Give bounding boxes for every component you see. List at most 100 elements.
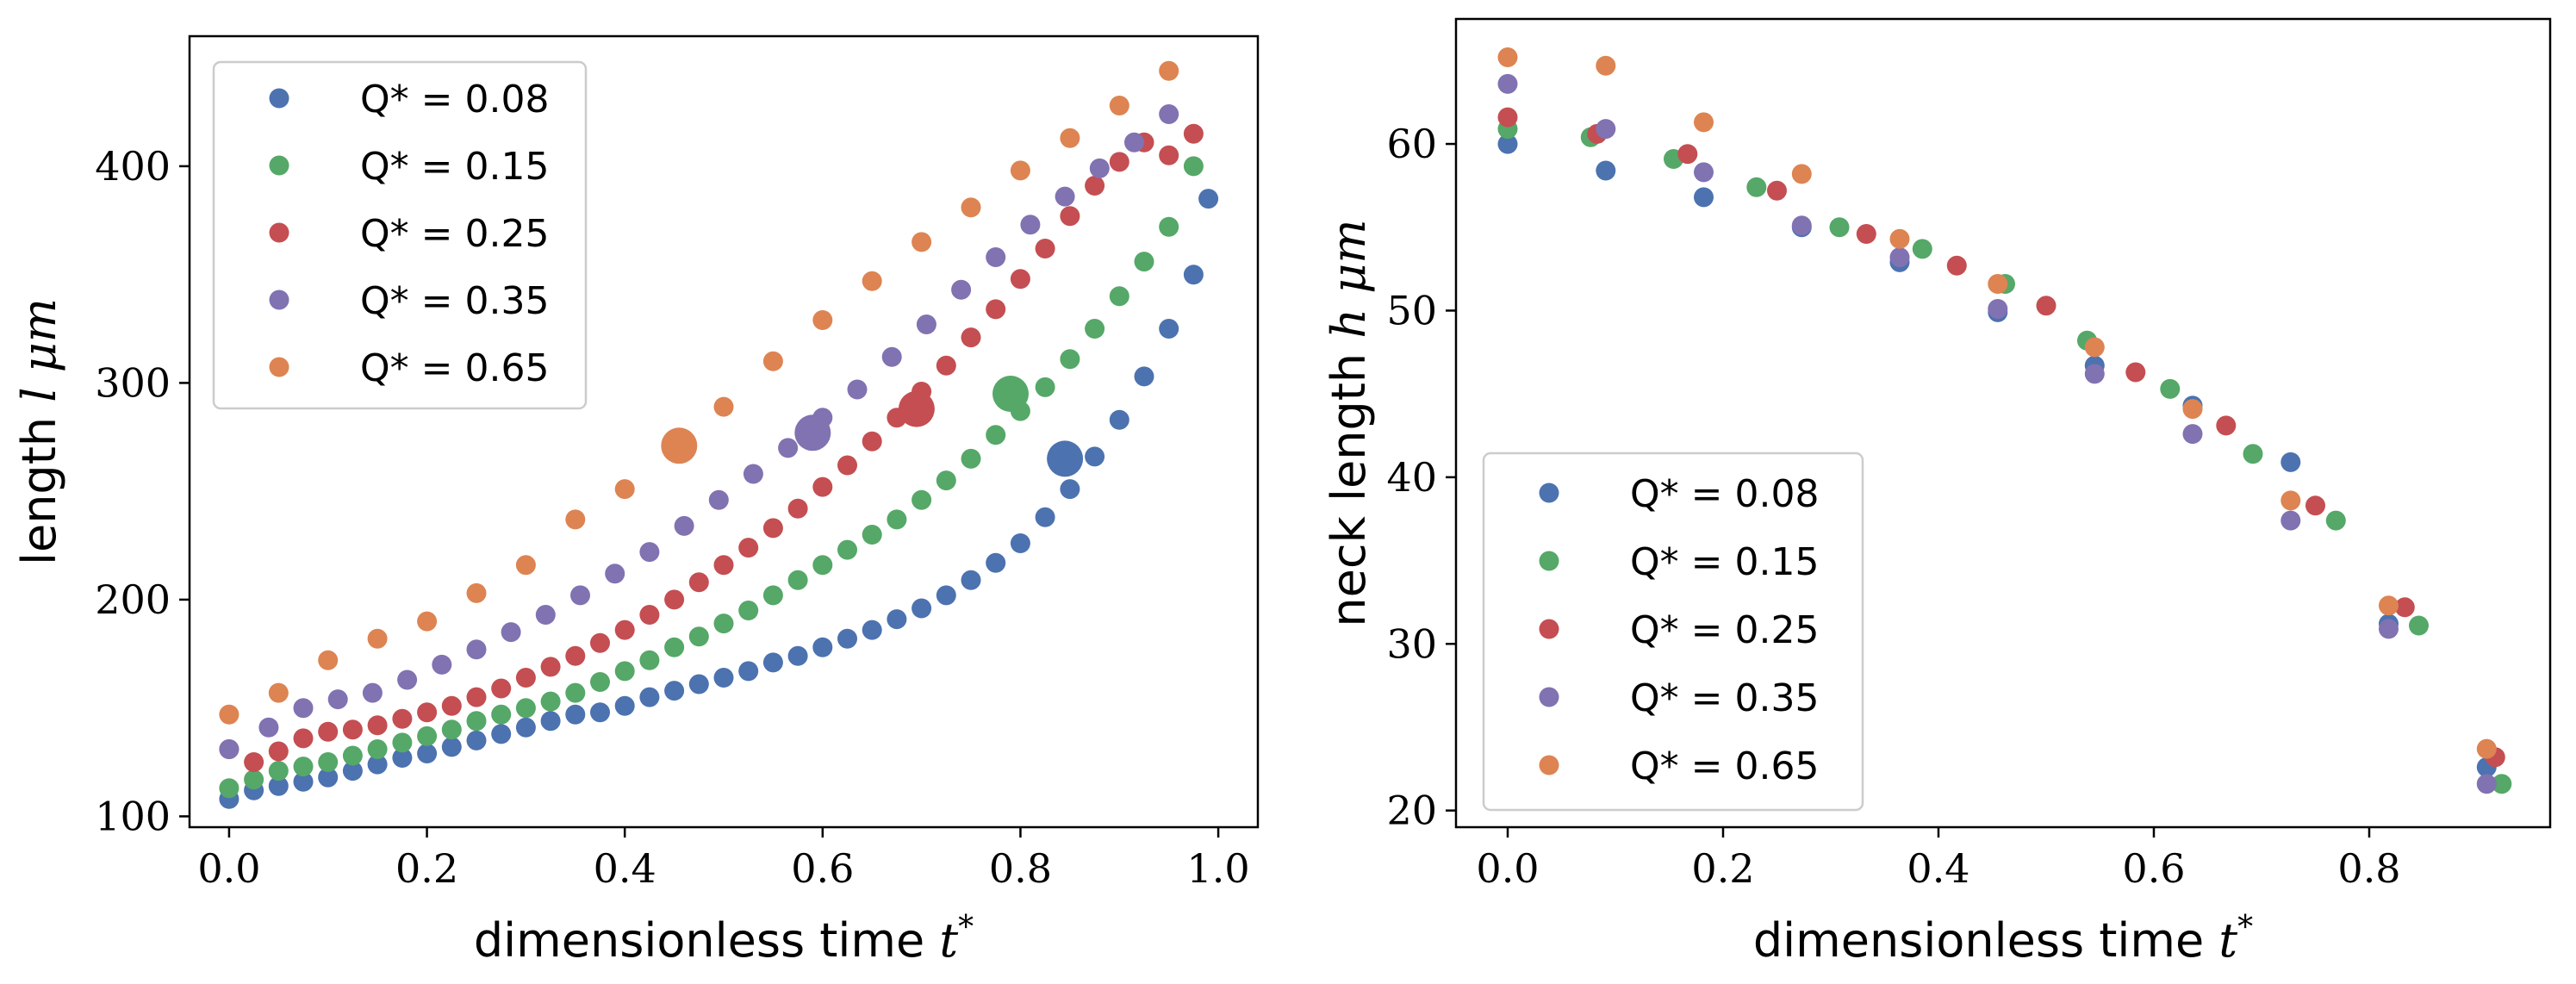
data-point (812, 476, 833, 497)
data-point (688, 674, 709, 694)
neck-length-vs-time-plot: 0.0 0.2 0.4 0.6 0.8 20 30 40 50 60 dimensionless t… (1322, 17, 2552, 968)
data-point (392, 748, 413, 768)
data-point (2305, 495, 2325, 516)
data-point (1596, 160, 1616, 181)
data-point (441, 719, 462, 740)
series-008 (219, 189, 1219, 809)
data-point (961, 570, 981, 590)
data-point (1694, 162, 1714, 183)
legend-box (1482, 452, 1864, 812)
data-point (961, 327, 981, 348)
data-point (708, 489, 729, 510)
data-point (1767, 180, 1787, 201)
data-point (318, 650, 339, 670)
x-tick-label: 0.2 (1691, 845, 1754, 892)
axes-frame (188, 34, 1260, 829)
data-point (1677, 144, 1698, 165)
data-point (986, 425, 1006, 445)
data-point (664, 637, 685, 657)
data-point (342, 719, 363, 740)
data-point (1596, 119, 1616, 140)
data-point (916, 315, 936, 334)
data-point (515, 698, 536, 719)
data-point (570, 585, 590, 606)
data-point (1889, 228, 1910, 249)
series-015 (219, 156, 1204, 799)
legend-marker (269, 88, 289, 109)
data-point (1946, 255, 1967, 276)
highlighted-data-point (794, 414, 831, 452)
y-tick-label: 50 (1386, 287, 1437, 333)
data-point (367, 739, 388, 759)
data-point (639, 605, 660, 625)
data-point (862, 271, 882, 291)
data-point (1596, 55, 1616, 76)
data-point (565, 509, 586, 530)
data-point (1085, 319, 1105, 339)
data-point (244, 752, 264, 772)
legend-label: Q* = 0.15 (1630, 540, 1819, 584)
y-tick-label: 200 (95, 576, 171, 623)
data-point (1089, 158, 1110, 178)
data-point (1694, 187, 1714, 208)
data-point (847, 379, 868, 400)
legend-label: Q* = 0.35 (360, 279, 549, 323)
x-tick-label: 0.6 (791, 845, 854, 892)
x-tick-label: 0.6 (2122, 845, 2185, 892)
data-point (1912, 239, 1932, 259)
data-point (318, 767, 339, 788)
data-point (738, 601, 759, 620)
data-point (1035, 507, 1055, 527)
data-point (2476, 738, 2497, 759)
data-point (268, 775, 289, 796)
legend-label: Q* = 0.65 (1630, 744, 1819, 788)
data-point (674, 515, 694, 536)
data-point (936, 355, 956, 376)
data-point (441, 737, 462, 757)
data-point (614, 695, 635, 716)
x-axis-label: dimensionless time t* (474, 910, 974, 968)
axes-frame (1454, 17, 2552, 829)
y-axis-label: neck length h μm (1322, 219, 1376, 626)
data-point (812, 555, 833, 576)
data-point (293, 698, 314, 719)
data-point (1109, 152, 1129, 172)
data-point (2243, 444, 2263, 464)
data-point (688, 572, 709, 593)
data-point (535, 605, 556, 625)
data-point (515, 717, 536, 738)
data-point (515, 555, 536, 576)
data-point (2125, 362, 2146, 383)
highlighted-data-point (1047, 440, 1084, 477)
data-point (219, 704, 240, 725)
data-point (1497, 134, 1518, 154)
series-035 (219, 104, 1179, 759)
data-point (2160, 378, 2181, 399)
data-point (713, 668, 734, 688)
data-point (2182, 399, 2203, 420)
data-point (986, 299, 1006, 320)
series-065 (1497, 47, 2497, 759)
data-point (244, 769, 264, 790)
data-point (590, 702, 610, 723)
data-point (1109, 409, 1129, 430)
data-point (862, 620, 882, 640)
data-point (1134, 366, 1154, 387)
data-point (491, 704, 512, 725)
data-point (639, 542, 660, 563)
data-point (318, 752, 339, 772)
data-point (466, 730, 487, 750)
data-point (432, 654, 452, 675)
y-tick-label: 20 (1386, 788, 1437, 834)
data-point (1694, 112, 1714, 133)
data-point (293, 728, 314, 749)
data-point (417, 702, 438, 723)
series-025 (1497, 107, 2505, 768)
data-point (738, 661, 759, 682)
data-point (1035, 239, 1055, 258)
data-point (605, 564, 625, 584)
data-point (664, 681, 685, 701)
data-point (1198, 189, 1219, 209)
legend: Q* = 0.08 Q* = 0.15 Q* = 0.25 Q* = 0.35 Q* =… (1482, 452, 1864, 812)
data-point (1159, 319, 1179, 339)
